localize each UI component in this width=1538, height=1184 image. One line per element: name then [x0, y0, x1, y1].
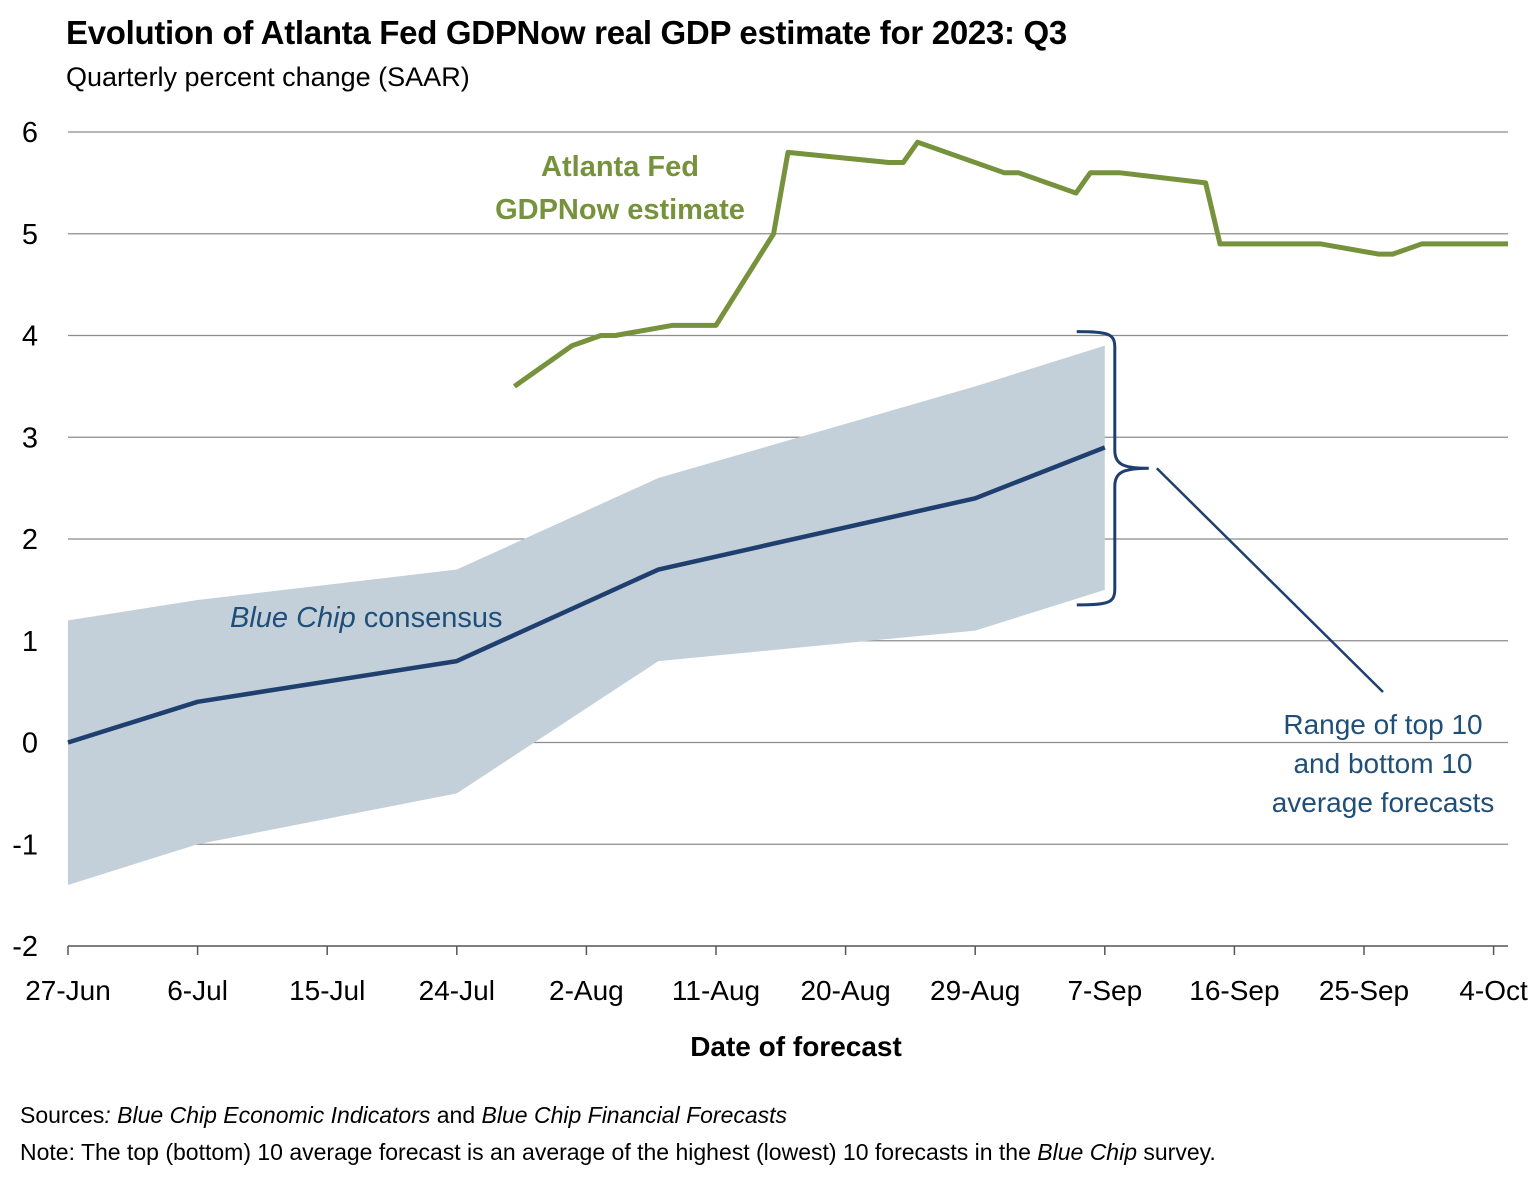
x-tick-label: 27-Jun [25, 975, 111, 1006]
x-tick-label: 2-Aug [549, 975, 624, 1006]
footer-note: Note: The top (bottom) 10 average foreca… [20, 1139, 1216, 1166]
sources-label: Sources [20, 1102, 105, 1128]
note-text-end: survey. [1137, 1139, 1216, 1165]
consensus-line [67, 445, 1106, 745]
sources-publication-2: Blue Chip Financial Forecasts [481, 1102, 788, 1128]
x-tick-label: 20-Aug [800, 975, 890, 1006]
x-tick-label: 24-Jul [419, 975, 495, 1006]
x-tick-label: 6-Jul [167, 975, 228, 1006]
gdpnow-label-line: Atlanta Fed [541, 151, 699, 183]
annotations: Atlanta Fed GDPNow estimate Blue Chip cons… [230, 151, 1494, 818]
consensus-label-rest: consensus [356, 602, 503, 634]
note-text: The top (bottom) 10 average forecast is … [74, 1139, 1038, 1165]
y-tick-label: 6 [22, 117, 38, 149]
x-tick-label: 4-Oct [1459, 975, 1528, 1006]
x-tick-label: 15-Jul [289, 975, 365, 1006]
note-label: Note: [20, 1139, 75, 1165]
sources-publication-1: Blue Chip Economic Indicators [117, 1102, 431, 1128]
axes: -2 -1 0 1 2 3 4 5 6 27-Jun 6-Jul 15-Jul 24-Jul 2-Aug 1… [12, 117, 1528, 1062]
gdpnow-series-label: Atlanta Fed GDPNow estimate [495, 151, 745, 226]
y-tick-label: 0 [22, 728, 38, 760]
sources-and: and [430, 1102, 482, 1128]
y-tick-label: 4 [22, 321, 38, 353]
y-tick-label: -1 [12, 829, 38, 861]
range-label-line: and bottom 10 [1293, 748, 1472, 779]
consensus-label-italic: Blue Chip [230, 602, 356, 634]
chart-subtitle: Quarterly percent change (SAAR) [66, 62, 470, 92]
footer-sources: Sources: Blue Chip Economic Indicators a… [20, 1102, 787, 1129]
range-label-line: average forecasts [1272, 787, 1495, 818]
x-tick-label: 16-Sep [1189, 975, 1279, 1006]
x-tick-label: 25-Sep [1319, 975, 1409, 1006]
range-series-label: Range of top 10 and bottom 10 average fore… [1272, 709, 1495, 818]
chart-title: Evolution of Atlanta Fed GDPNow real GDP… [66, 14, 1067, 51]
sources-colon: : [104, 1102, 111, 1128]
x-tick-label: 11-Aug [672, 975, 760, 1006]
x-axis-title: Date of forecast [690, 1031, 902, 1062]
consensus-series-label: Blue Chip consensus [230, 602, 502, 634]
gdpnow-line [512, 139, 1508, 389]
note-italic: Blue Chip [1037, 1139, 1137, 1165]
y-tick-label: 5 [22, 219, 38, 251]
range-brace [1076, 330, 1149, 607]
forecast-range-band [68, 345, 1105, 885]
series-lines [67, 139, 1508, 745]
x-tick-label: 7-Sep [1067, 975, 1142, 1006]
x-tick-label: 29-Aug [930, 975, 1020, 1006]
gdpnow-chart: -2 -1 0 1 2 3 4 5 6 27-Jun 6-Jul 15-Jul 24-Jul 2-Aug 1… [12, 117, 1528, 1062]
range-band-area [68, 345, 1105, 885]
gdpnow-label-line: GDPNow estimate [495, 194, 745, 226]
range-leader-line [1155, 467, 1384, 693]
range-label-line: Range of top 10 [1283, 709, 1482, 740]
y-tick-label: -2 [12, 931, 38, 963]
y-tick-label: 1 [22, 626, 38, 658]
y-tick-label: 2 [22, 524, 38, 556]
y-tick-label: 3 [22, 422, 38, 454]
